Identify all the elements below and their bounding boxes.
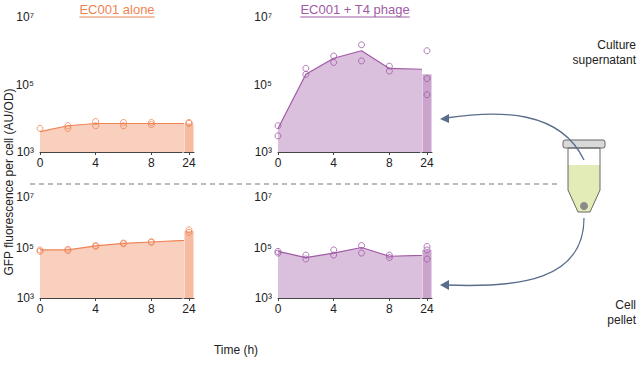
svg-text:10⁷: 10⁷ bbox=[16, 10, 34, 24]
svg-text:8: 8 bbox=[386, 156, 393, 170]
svg-text:4: 4 bbox=[330, 302, 337, 316]
svg-text:10³: 10³ bbox=[17, 145, 34, 159]
svg-text:10⁷: 10⁷ bbox=[16, 190, 34, 204]
svg-text:24: 24 bbox=[182, 302, 196, 316]
svg-text:10⁷: 10⁷ bbox=[254, 190, 272, 204]
svg-text:supernatant: supernatant bbox=[573, 53, 637, 67]
svg-text:0: 0 bbox=[275, 156, 282, 170]
svg-text:4: 4 bbox=[92, 302, 99, 316]
svg-text:4: 4 bbox=[330, 156, 337, 170]
svg-text:24: 24 bbox=[420, 302, 434, 316]
svg-text:10³: 10³ bbox=[255, 145, 272, 159]
svg-text:pellet: pellet bbox=[607, 313, 636, 327]
svg-text:10⁵: 10⁵ bbox=[254, 78, 272, 92]
svg-text:EC001 alone: EC001 alone bbox=[79, 2, 154, 17]
svg-text:0: 0 bbox=[275, 302, 282, 316]
svg-text:24: 24 bbox=[420, 156, 434, 170]
svg-text:8: 8 bbox=[148, 302, 155, 316]
svg-text:0: 0 bbox=[37, 302, 44, 316]
svg-text:Cell: Cell bbox=[615, 298, 636, 312]
svg-text:24: 24 bbox=[182, 156, 196, 170]
svg-text:GFP fluorescence per cell (AU/: GFP fluorescence per cell (AU/OD) bbox=[2, 88, 16, 275]
svg-text:10⁵: 10⁵ bbox=[16, 241, 34, 255]
svg-text:0: 0 bbox=[37, 156, 44, 170]
svg-text:10³: 10³ bbox=[255, 291, 272, 305]
svg-text:10⁵: 10⁵ bbox=[254, 241, 272, 255]
svg-text:10³: 10³ bbox=[17, 291, 34, 305]
svg-text:Culture: Culture bbox=[597, 38, 636, 52]
svg-text:8: 8 bbox=[386, 302, 393, 316]
svg-text:4: 4 bbox=[92, 156, 99, 170]
svg-text:10⁷: 10⁷ bbox=[254, 10, 272, 24]
svg-text:10⁵: 10⁵ bbox=[16, 78, 34, 92]
svg-text:8: 8 bbox=[148, 156, 155, 170]
svg-text:Time (h): Time (h) bbox=[214, 343, 258, 357]
svg-text:EC001 + T4 phage: EC001 + T4 phage bbox=[300, 2, 409, 17]
